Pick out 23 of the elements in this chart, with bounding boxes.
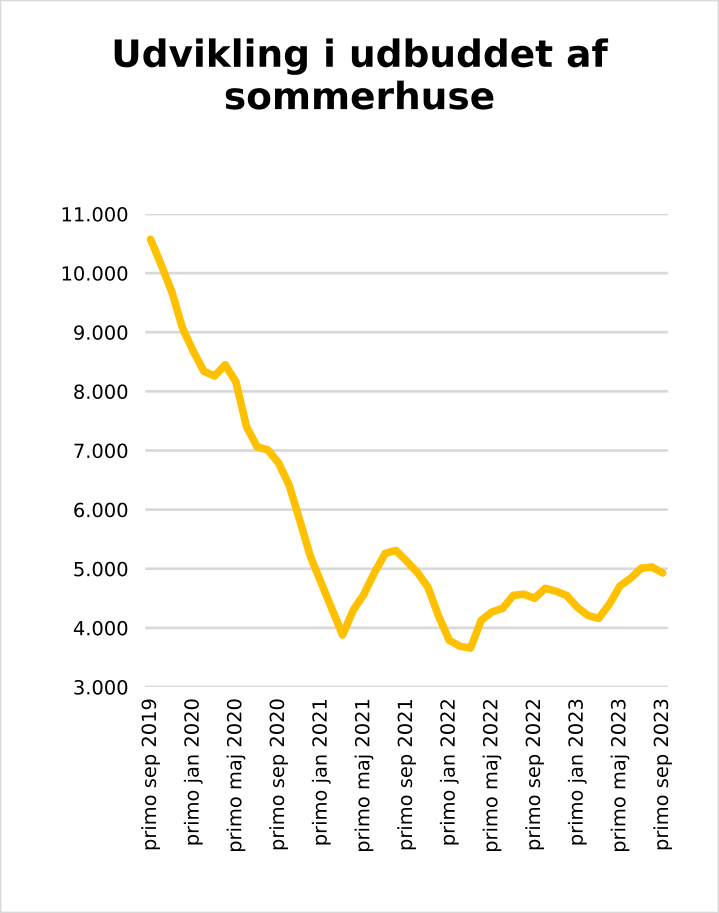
y-tick-label: 5.000: [74, 562, 128, 576]
x-tick-label: primo jan 2023: [568, 700, 587, 844]
y-tick-label: 3.000: [74, 680, 128, 695]
chart-title: Udvikling i udbuddet af sommerhuse: [114, 38, 608, 110]
x-tick-label: primo maj 2022: [482, 700, 502, 852]
y-tick-label: 11.000: [62, 206, 128, 222]
y-tick-label: 9.000: [74, 325, 128, 340]
x-tick-label: primo jan 2022: [440, 700, 459, 844]
y-tick-label: 6.000: [74, 502, 128, 518]
y-tick-label: 8.000: [74, 384, 128, 400]
y-tick-label: 4.000: [74, 620, 128, 636]
x-tick-label: primo sep 2021: [397, 700, 416, 850]
x-tick-label: primo sep 2020: [269, 699, 288, 850]
x-tick-label: primo sep 2023: [653, 700, 672, 850]
x-tick-label: primo maj 2020: [226, 699, 246, 852]
y-tick-label: 10.000: [62, 266, 128, 281]
x-tick-label: primo jan 2021: [312, 700, 331, 844]
x-tick-label: primo sep 2022: [525, 700, 544, 850]
x-tick-label: primo maj 2021: [354, 700, 374, 852]
y-tick-label: 7.000: [74, 443, 128, 458]
x-tick-label: primo jan 2020: [184, 699, 203, 844]
x-tick-label: primo maj 2023: [610, 700, 630, 852]
x-tick-label: primo sep 2019: [141, 700, 160, 850]
